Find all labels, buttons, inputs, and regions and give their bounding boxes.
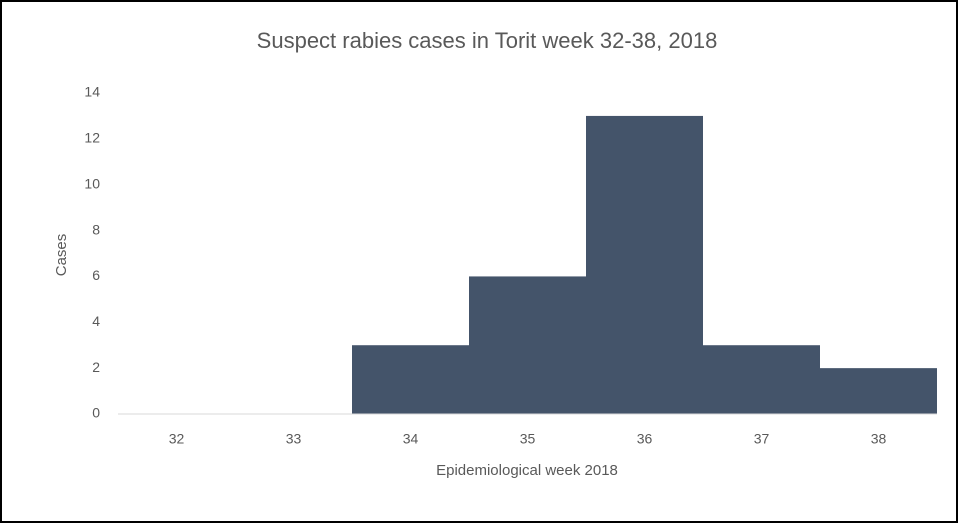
y-tick-label: 8 [92, 221, 100, 237]
bar [352, 345, 469, 414]
bar [820, 368, 937, 414]
x-tick-label: 34 [403, 431, 419, 447]
x-tick-label: 33 [286, 431, 302, 447]
x-tick-label: 35 [520, 431, 536, 447]
bar [469, 276, 586, 414]
y-tick-label: 4 [92, 313, 100, 329]
x-tick-label: 36 [637, 431, 653, 447]
x-axis-label: Epidemiological week 2018 [436, 462, 618, 479]
y-tick-label: 14 [84, 84, 100, 100]
y-tick-label: 12 [84, 130, 100, 146]
chart-title: Suspect rabies cases in Torit week 32-38… [257, 28, 718, 53]
bar [586, 115, 703, 414]
y-axis-label: Cases [53, 234, 70, 277]
y-tick-label: 2 [92, 359, 100, 375]
x-tick-label: 37 [754, 431, 770, 447]
y-tick-label: 0 [92, 405, 100, 421]
x-tick-label: 32 [169, 431, 185, 447]
y-tick-label: 6 [92, 267, 100, 283]
y-tick-label: 10 [84, 175, 100, 191]
bar [703, 345, 820, 414]
x-tick-label: 38 [871, 431, 887, 447]
